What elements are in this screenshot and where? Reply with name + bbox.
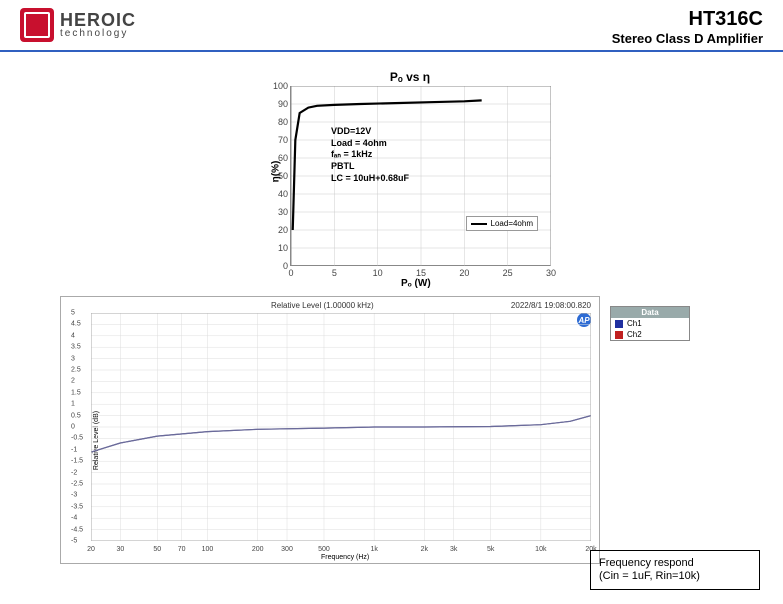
ytick: 3.5 <box>71 344 81 351</box>
ytick: 1 <box>71 401 75 408</box>
ytick: 20 <box>278 225 288 235</box>
xtick: 0 <box>288 268 293 278</box>
chart1-legend: Load=4ohm <box>466 216 538 231</box>
ytick: 0.5 <box>71 412 81 419</box>
logo-text: HEROIC technology <box>60 11 136 39</box>
chart1-conditions: VDD=12V Load = 4ohm fₐₙ = 1kHz PBTL LC =… <box>331 126 409 184</box>
ytick: 100 <box>273 81 288 91</box>
chart1-svg <box>291 86 551 266</box>
part-block: HT316C Stereo Class D Amplifier <box>612 8 763 46</box>
ytick: 90 <box>278 99 288 109</box>
legend2-row: Ch2 <box>611 329 689 340</box>
legend2-label: Ch2 <box>627 330 642 339</box>
ytick: -2.5 <box>71 481 83 488</box>
xtick: 50 <box>153 546 161 553</box>
brand-name: HEROIC <box>60 11 136 29</box>
legend-swatch-icon <box>471 223 487 225</box>
ytick: 10 <box>278 243 288 253</box>
cond-line: Load = 4ohm <box>331 138 409 150</box>
xtick: 10 <box>373 268 383 278</box>
ytick: -2 <box>71 469 77 476</box>
legend-label: Load=4ohm <box>491 219 533 228</box>
chart2-title: Relative Level (1.00000 kHz) <box>271 301 374 310</box>
xtick: 10k <box>535 546 546 553</box>
xtick: 20 <box>459 268 469 278</box>
xtick: 5 <box>332 268 337 278</box>
page-header: HEROIC technology HT316C Stereo Class D … <box>0 0 783 52</box>
ytick: -0.5 <box>71 435 83 442</box>
chart1-xlabel: Pₒ (W) <box>401 278 431 289</box>
xtick: 30 <box>546 268 556 278</box>
xtick: 300 <box>281 546 293 553</box>
logo-icon <box>20 8 54 42</box>
legend2-title: Data <box>611 307 689 318</box>
xtick: 500 <box>318 546 330 553</box>
caption-box: Frequency respond (Cin = 1uF, Rin=10k) <box>590 550 760 590</box>
legend2-row: Ch1 <box>611 318 689 329</box>
chart2-xlabel: Frequency (Hz) <box>321 554 369 561</box>
chart2-date: 2022/8/1 19:08:00.820 <box>511 301 591 310</box>
ytick: -3.5 <box>71 503 83 510</box>
cond-line: PBTL <box>331 161 409 173</box>
legend-swatch-icon <box>615 331 623 339</box>
xtick: 3k <box>450 546 457 553</box>
ytick: 2.5 <box>71 367 81 374</box>
ytick: -1.5 <box>71 458 83 465</box>
cond-line: VDD=12V <box>331 126 409 138</box>
caption-line: Frequency respond <box>599 557 751 570</box>
ytick: 60 <box>278 153 288 163</box>
xtick: 100 <box>202 546 214 553</box>
xtick: 2k <box>421 546 428 553</box>
ytick: 4.5 <box>71 321 81 328</box>
ytick: -4 <box>71 515 77 522</box>
chart2-legend: Data Ch1 Ch2 <box>610 306 690 341</box>
part-number: HT316C <box>612 8 763 31</box>
ytick: 80 <box>278 117 288 127</box>
ytick: 30 <box>278 207 288 217</box>
legend-swatch-icon <box>615 320 623 328</box>
ytick: -4.5 <box>71 526 83 533</box>
ytick: 50 <box>278 171 288 181</box>
ytick: -3 <box>71 492 77 499</box>
ytick: 1.5 <box>71 389 81 396</box>
ytick: 40 <box>278 189 288 199</box>
xtick: 200 <box>252 546 264 553</box>
chart2-plot: -5-4.5-4-3.5-3-2.5-2-1.5-1-0.500.511.522… <box>91 313 591 541</box>
xtick: 5k <box>487 546 494 553</box>
legend2-label: Ch1 <box>627 319 642 328</box>
brand-tagline: technology <box>60 29 136 39</box>
ytick: 0 <box>283 261 288 271</box>
ytick: -1 <box>71 446 77 453</box>
ytick: 70 <box>278 135 288 145</box>
xtick: 70 <box>178 546 186 553</box>
ytick: 3 <box>71 355 75 362</box>
part-desc: Stereo Class D Amplifier <box>612 31 763 46</box>
xtick: 30 <box>116 546 124 553</box>
chart2-svg <box>91 313 591 541</box>
ytick: 5 <box>71 310 75 317</box>
chart1-title: Pₒ vs η <box>260 70 560 84</box>
efficiency-chart: Pₒ vs η η(%) Pₒ (W) VDD=12V Load = 4ohm … <box>260 70 560 280</box>
ytick: 0 <box>71 424 75 431</box>
ytick: -5 <box>71 538 77 545</box>
cond-line: fₐₙ = 1kHz <box>331 149 409 161</box>
ytick: 2 <box>71 378 75 385</box>
ytick: 4 <box>71 332 75 339</box>
xtick: 15 <box>416 268 426 278</box>
xtick: 25 <box>503 268 513 278</box>
caption-line: (Cin = 1uF, Rin=10k) <box>599 570 751 583</box>
cond-line: LC = 10uH+0.68uF <box>331 173 409 185</box>
logo-block: HEROIC technology <box>20 8 136 42</box>
chart1-plot: η(%) Pₒ (W) VDD=12V Load = 4ohm fₐₙ = 1k… <box>290 86 550 266</box>
xtick: 20 <box>87 546 95 553</box>
freq-response-chart: Relative Level (1.00000 kHz) 2022/8/1 19… <box>60 296 600 564</box>
xtick: 1k <box>370 546 377 553</box>
